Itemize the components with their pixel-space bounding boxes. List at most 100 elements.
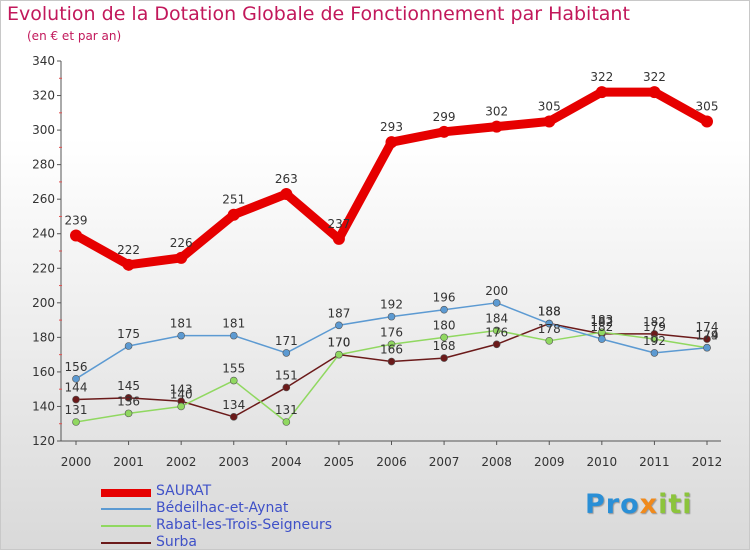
data-point xyxy=(70,229,82,242)
data-point xyxy=(122,258,135,271)
data-label: 222 xyxy=(117,243,140,257)
y-tick-label: 120 xyxy=(32,434,55,448)
data-point xyxy=(648,86,661,99)
x-tick-label: 2006 xyxy=(376,455,407,469)
data-label: 181 xyxy=(222,317,245,331)
data-label: 151 xyxy=(275,368,298,382)
x-tick-label: 2008 xyxy=(481,455,512,469)
data-label: 174 xyxy=(696,329,719,343)
data-point xyxy=(492,299,501,307)
proxiti-logo: Proxiti xyxy=(585,489,693,520)
x-tick-label: 2003 xyxy=(218,455,249,469)
data-point xyxy=(490,120,503,133)
chart-title: Evolution de la Dotation Globale de Fonc… xyxy=(7,3,630,25)
y-tick-label: 280 xyxy=(32,158,55,172)
x-tick-label: 2010 xyxy=(587,455,618,469)
data-point xyxy=(387,312,396,321)
data-label: 134 xyxy=(222,398,245,412)
legend-swatch-saurat xyxy=(101,489,151,497)
x-tick-label: 2005 xyxy=(324,455,355,469)
data-label: 305 xyxy=(696,99,719,113)
data-point xyxy=(492,340,501,349)
data-label: 166 xyxy=(380,343,403,357)
data-point xyxy=(124,394,133,402)
data-point xyxy=(72,418,80,426)
data-label: 305 xyxy=(538,99,561,113)
y-tick-label: 200 xyxy=(32,296,55,310)
data-label: 156 xyxy=(65,360,88,374)
data-point xyxy=(385,136,398,149)
data-label: 144 xyxy=(65,381,88,395)
data-point xyxy=(440,305,448,314)
data-label: 178 xyxy=(538,322,561,336)
data-label: 182 xyxy=(643,315,666,329)
data-label: 184 xyxy=(485,311,508,325)
data-point xyxy=(177,331,185,340)
data-point xyxy=(703,335,711,343)
y-tick-label: 160 xyxy=(32,365,55,379)
data-label: 196 xyxy=(433,291,456,305)
data-point xyxy=(229,376,238,385)
data-label: 239 xyxy=(65,213,88,227)
data-point xyxy=(124,342,133,350)
data-point xyxy=(282,349,291,357)
data-point xyxy=(229,331,238,340)
data-label: 187 xyxy=(327,306,350,320)
data-label: 302 xyxy=(485,105,508,119)
data-label: 168 xyxy=(433,339,456,353)
y-tick-label: 240 xyxy=(32,227,55,241)
y-tick-label: 180 xyxy=(32,330,55,344)
data-point xyxy=(227,208,240,221)
data-label: 179 xyxy=(643,320,666,334)
data-label: 293 xyxy=(380,120,403,134)
data-label: 181 xyxy=(170,317,193,331)
data-point xyxy=(332,232,345,245)
data-label: 171 xyxy=(275,334,298,348)
data-point xyxy=(650,335,659,343)
data-label: 182 xyxy=(590,315,613,329)
x-tick-label: 2000 xyxy=(61,455,92,469)
data-label: 192 xyxy=(643,334,666,348)
data-label: 140 xyxy=(170,387,193,401)
x-tick-label: 2011 xyxy=(639,455,670,469)
y-tick-label: 140 xyxy=(32,399,55,413)
data-label: 180 xyxy=(433,318,456,332)
data-label: 263 xyxy=(275,172,298,186)
data-label: 170 xyxy=(327,336,350,350)
data-label: 175 xyxy=(117,327,140,341)
data-point xyxy=(545,337,554,345)
data-point xyxy=(545,319,554,328)
data-point xyxy=(229,413,238,421)
data-point xyxy=(72,375,80,383)
data-point xyxy=(492,326,501,335)
data-label: 131 xyxy=(275,403,298,417)
data-point xyxy=(72,395,80,404)
data-point xyxy=(124,409,133,418)
data-label: 131 xyxy=(65,403,88,417)
x-tick-label: 2002 xyxy=(166,455,197,469)
data-point xyxy=(595,86,608,99)
data-point xyxy=(543,115,556,128)
data-label: 145 xyxy=(117,379,140,393)
x-tick-label: 2009 xyxy=(534,455,565,469)
data-point xyxy=(650,349,659,357)
data-point xyxy=(387,340,396,349)
data-point xyxy=(282,418,291,426)
y-tick-label: 320 xyxy=(32,89,55,103)
legend-swatch-surba xyxy=(101,542,151,544)
data-point xyxy=(335,321,343,330)
data-label: 188 xyxy=(538,305,561,319)
data-point xyxy=(703,343,711,352)
data-label: 251 xyxy=(222,193,245,207)
x-tick-label: 2001 xyxy=(113,455,144,469)
data-label: 179 xyxy=(696,329,719,343)
legend-label-saurat: SAURAT xyxy=(156,483,212,499)
data-label: 136 xyxy=(117,394,140,408)
x-tick-label: 2007 xyxy=(429,455,460,469)
y-tick-label: 260 xyxy=(32,192,55,206)
data-label: 192 xyxy=(380,298,403,312)
chart-subtitle: (en € et par an) xyxy=(27,29,122,43)
data-point xyxy=(280,188,293,200)
